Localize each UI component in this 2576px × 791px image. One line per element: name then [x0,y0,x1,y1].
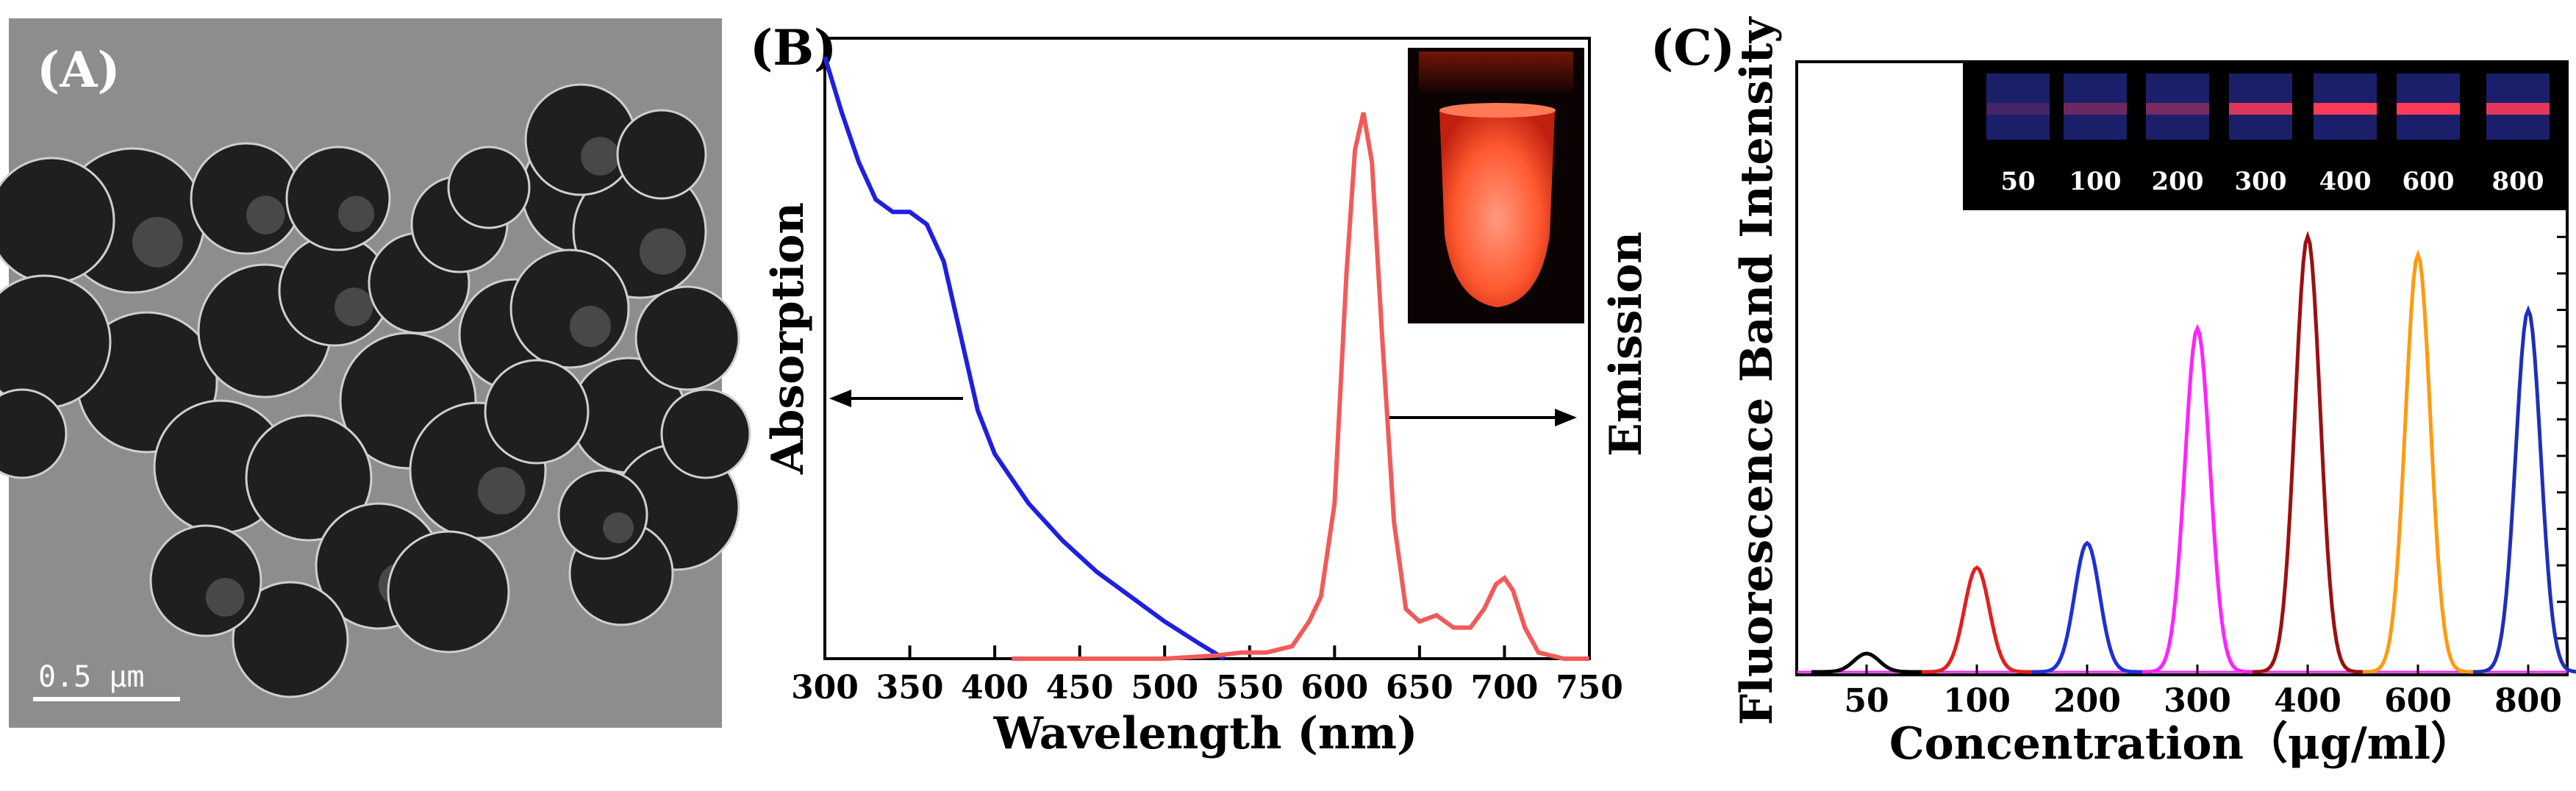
gel-inset: 50 100 200 300 400 600 800 [1963,62,2566,210]
band-peak-100 [1922,565,2032,674]
tem-particle-core [640,228,686,275]
tem-particle [0,388,68,479]
panel-b-tick-label: 500 [1131,669,1198,706]
tem-particle [285,146,391,251]
tem-particle [387,530,510,654]
tem-particle [447,146,531,229]
tem-particle [484,359,590,465]
panel-b-tick-label: 600 [1300,669,1368,706]
tem-particle [660,388,751,479]
emission-arrow [1389,409,1577,426]
panel-c-xlabel: Concentration（μg/ml） [1889,718,2475,770]
tem-particle-core [246,196,285,235]
tem-particle-core [334,287,373,326]
scale-bar [33,697,180,701]
gel-lane [2146,74,2209,140]
panel-b-tick-label: 350 [876,669,944,706]
panel-b: (B) 300 350 400 450 500 550 600 650 700 750 [750,19,1652,759]
tem-particle [0,157,115,284]
tem-particle-core [570,306,611,347]
panel-c-ylabel: Fluorescence Band Intensity [1731,15,1783,725]
panel-b-tick-label: 750 [1556,669,1623,706]
panel-c-curves [1797,230,2576,674]
gel-lane [1986,74,2050,140]
emission-line [1012,112,1589,661]
band-peak-800 [2472,305,2576,674]
panel-c-label: (C) [1650,19,1735,76]
panel-b-tick-label: 450 [1046,669,1114,706]
panel-c-tick-label: 200 [2053,682,2121,720]
panel-b-x-ticks: 300 350 400 450 500 550 600 650 700 750 [791,645,1623,706]
tem-particle [190,142,303,255]
gel-lane-labels: 50 100 200 300 400 600 800 [2000,167,2544,196]
panel-b-tick-label: 650 [1386,669,1453,706]
panel-b-tick-label: 400 [961,669,1028,706]
tem-particle [634,285,740,391]
gel-band [1986,103,2050,115]
gel-band [2486,103,2550,115]
panel-c-tick-label: 600 [2384,682,2452,720]
band-peak-600 [2362,249,2474,674]
tem-particle-core [132,217,183,268]
panel-b-ylabel-right: Emission [1600,232,1652,457]
gel-band [2064,103,2127,115]
gel-lane-label: 50 [2000,167,2035,196]
panel-c: (C) 50 100 200 300 400 600 800 50 100 200 300 400 6… [1650,15,2576,770]
gel-lane-label: 100 [2069,167,2122,196]
panel-c-tick-label: 800 [2494,682,2562,720]
panel-c-x-ticks: 50 100 200 300 400 600 800 [1844,665,2562,720]
tem-particle [616,109,707,200]
panel-b-label: (B) [750,19,837,76]
panel-b-tick-label: 300 [791,669,859,706]
tem-particle [557,469,648,560]
gel-band [2314,103,2377,115]
gel-bands [1986,74,2550,140]
tem-particle-core [338,196,374,232]
band-peak-200 [2032,540,2142,674]
panel-b-xlabel: Wavelength (nm) [993,708,1418,759]
panel-b-ylabel-left: Absorption [762,202,814,475]
panel-a: (A) 0.5 μm [0,18,751,728]
panel-c-tick-label: 50 [1844,682,1889,720]
gel-lane-label: 400 [2319,167,2372,196]
band-peak-50 [1811,651,1922,674]
panel-b-tick-label: 700 [1471,669,1539,706]
gel-lane-label: 800 [2492,167,2544,196]
scale-bar-label: 0.5 μm [38,660,145,694]
panel-b-frame [823,37,1591,660]
tem-particle [509,248,630,369]
absorption-arrow [829,390,963,407]
tem-particle-core [581,137,620,176]
gel-lane-label: 600 [2403,167,2455,196]
panel-c-tick-label: 400 [2274,682,2341,720]
tem-particle-core [206,578,245,617]
emission-photo-inset [1408,48,1584,323]
panel-a-label: (A) [37,41,121,99]
tem-particle-core [603,512,634,543]
tem-particle [149,524,262,637]
tem-particle [245,414,373,542]
band-peak-300 [2142,323,2253,674]
band-peak-400 [2252,230,2364,674]
tem-particles [0,83,751,698]
gel-band [2397,103,2460,115]
gel-band [2146,103,2209,115]
absorption-line [823,56,1226,661]
gel-band [2229,103,2292,115]
gel-lane [2064,74,2127,140]
tem-particle-core [478,467,526,515]
panel-c-tick-label: 100 [1943,682,2011,720]
panel-c-tick-label: 300 [2164,682,2231,720]
gel-lane-label: 300 [2235,167,2287,196]
gel-lane-label: 200 [2152,167,2204,196]
tem-particle [232,581,349,698]
panel-b-tick-label: 550 [1216,669,1284,706]
